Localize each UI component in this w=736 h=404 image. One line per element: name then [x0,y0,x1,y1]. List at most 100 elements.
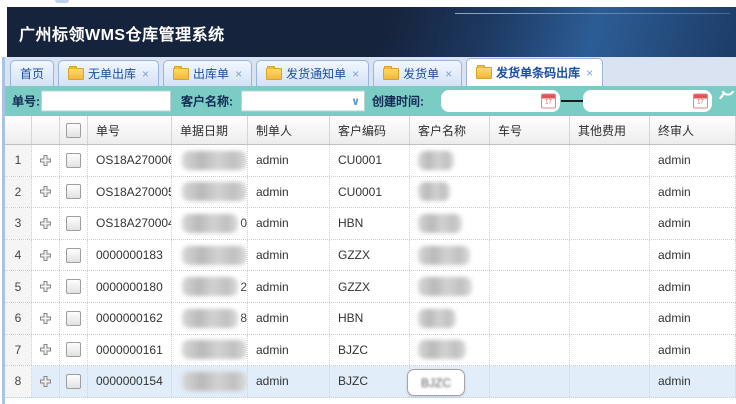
table-row[interactable]: 8 0000000154 admin BJZC admin [5,366,736,398]
row-number: 4 [5,239,32,271]
filter-bar: 单号: 客户名称: ∨ 创建时间: [5,86,736,116]
doc-date-cell [172,334,248,366]
redacted-date [182,182,247,202]
doc-date-cell [172,145,248,176]
row-checkbox[interactable] [66,215,81,231]
header-cell: 其他费用 [570,116,650,145]
expand-plus-icon[interactable] [32,145,60,176]
row-checkbox[interactable] [66,279,81,295]
table-row[interactable]: 3 OS18A270004 0 admin HBN admin [5,208,736,240]
row-checkbox[interactable] [66,310,81,326]
row-checkbox[interactable] [66,184,81,200]
header-cell: 客户名称 [410,116,490,145]
final-auditor-cell: admin [650,176,736,208]
cell [60,176,88,208]
table-header-row: 单号 单据日期 制单人 客户编码 客户名称 车号 其他费用 终审人 [5,116,736,145]
expand-plus-icon[interactable] [32,334,60,366]
row-number: 3 [5,208,32,239]
redacted-customer-name [418,150,454,170]
calendar-icon[interactable] [693,93,708,109]
date-suffix: 8 [240,311,247,326]
tab-item-4[interactable]: 发货单 × [373,60,463,86]
expand-plus-icon[interactable] [32,176,60,208]
close-icon[interactable]: × [142,66,150,81]
row-checkbox[interactable] [66,152,81,168]
orders-table: 单号 单据日期 制单人 客户编码 客户名称 车号 其他费用 终审人 1 OS18A270006 a… [5,116,736,398]
tab-item-1[interactable]: 无单出库 × [58,60,160,86]
other-fee-cell [570,302,650,334]
select-all-checkbox[interactable] [66,122,81,138]
order-no-input[interactable] [41,90,171,112]
customer-name-cell [410,302,490,334]
order-no-cell: OS18A270006 [88,145,172,176]
close-icon[interactable]: × [352,66,360,81]
redacted-date [182,371,247,391]
header-accent-line [455,13,730,14]
redacted-date [182,308,239,328]
search-icon[interactable] [717,91,736,111]
app-header: 广州标领WMS仓库管理系统 [7,7,736,57]
customer-code-cell: GZZX [330,271,410,302]
header-cell: 客户编码 [330,116,410,145]
order-no-cell: 0000000180 [88,271,172,302]
final-auditor-cell: admin [650,366,736,397]
maker-cell: admin [248,208,330,239]
customer-code-cell: BJZC [330,366,410,397]
tab-item-5[interactable]: 发货单条码出库 × [466,58,604,86]
table-row[interactable]: 2 OS18A270005 admin CU0001 admin [5,176,736,209]
expand-plus-icon[interactable] [32,366,60,397]
table-header-row: 单号 单据日期 制单人 客户编码 客户名称 车号 其他费用 终审人 [5,116,736,145]
order-no-cell: 0000000154 [88,366,172,397]
table-row[interactable]: 7 0000000161 admin BJZC admin [5,334,736,367]
table-row[interactable]: 6 0000000162 8 admin HBN admin [5,302,736,335]
table-row[interactable]: 1 OS18A270006 admin CU0001 admin [5,145,736,177]
row-checkbox[interactable] [66,373,81,389]
close-icon[interactable]: × [445,66,453,81]
row-checkbox[interactable] [66,247,81,263]
redacted-customer-name [418,182,450,202]
expand-plus-icon[interactable] [32,239,60,271]
car-no-cell [490,334,570,366]
expand-plus-icon[interactable] [32,302,60,334]
redacted-customer-name [418,340,466,360]
doc-date-cell: 2 [172,271,248,302]
tab-item-3[interactable]: 发货通知单 × [256,60,370,86]
redacted-date [182,245,247,265]
customer-name-tooltip: BJZC [407,369,465,396]
close-icon[interactable]: × [586,65,594,80]
tab-label: 发货单 [403,67,440,81]
calendar-icon[interactable] [541,93,556,109]
redacted-customer-name [418,245,470,265]
final-auditor-cell: admin [650,145,736,176]
maker-cell: admin [248,239,330,271]
order-no-cell: 0000000183 [88,239,172,271]
car-no-cell [490,208,570,239]
header-cell: 单号 [88,116,172,145]
redacted-date [182,213,239,233]
customer-name-cell [410,145,490,176]
final-auditor-cell: admin [650,239,736,271]
header-cell [60,116,88,145]
row-checkbox[interactable] [66,342,81,358]
redacted-customer-name [418,308,456,328]
tab-item-2[interactable]: 出库单 × [163,60,253,86]
tooltip-text: BJZC [421,375,451,390]
tab-home[interactable]: 首页 [10,60,55,86]
redacted-customer-name [418,213,462,233]
expand-plus-icon[interactable] [32,208,60,239]
customer-name-cell [410,176,490,208]
app-title: 广州标领WMS仓库管理系统 [19,27,225,44]
maker-cell: admin [248,334,330,366]
table-row[interactable]: 4 0000000183 admin GZZX admin [5,239,736,272]
tab-label: 出库单 [193,67,230,81]
date-to-input[interactable] [583,90,712,112]
customer-select[interactable]: ∨ [241,90,365,112]
close-icon[interactable]: × [235,66,243,81]
final-auditor-cell: admin [650,271,736,302]
row-number: 5 [5,271,32,302]
customer-name-cell [410,271,490,302]
table-row[interactable]: 5 0000000180 2 admin GZZX admin [5,271,736,303]
date-from-input[interactable] [441,90,560,112]
expand-plus-icon[interactable] [32,271,60,302]
other-fee-cell [570,239,650,271]
